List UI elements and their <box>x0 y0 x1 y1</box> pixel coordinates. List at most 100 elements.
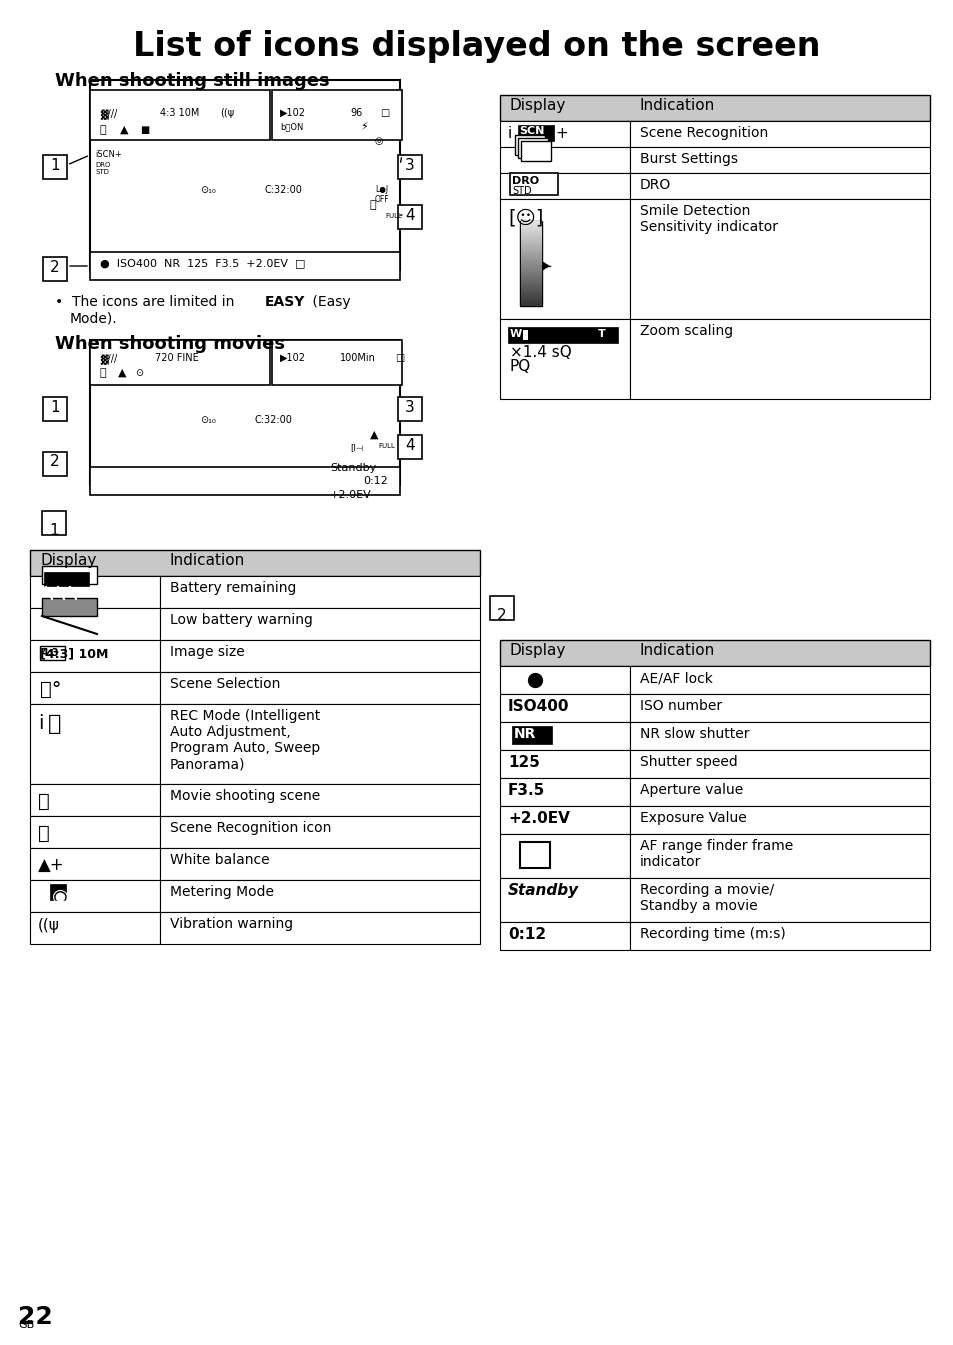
Text: Vibration warning: Vibration warning <box>170 917 293 931</box>
Bar <box>629 174 929 199</box>
Bar <box>30 847 160 880</box>
Text: PQ: PQ <box>510 359 531 374</box>
Text: ▓///: ▓/// <box>100 108 117 118</box>
Text: ⊙: ⊙ <box>135 369 143 378</box>
Bar <box>499 95 929 121</box>
Bar <box>629 777 929 806</box>
Bar <box>522 330 527 340</box>
Bar <box>272 90 401 140</box>
Text: Zoom scaling: Zoom scaling <box>639 324 732 338</box>
Bar <box>629 751 929 777</box>
Text: List of icons displayed on the screen: List of icons displayed on the screen <box>133 30 820 63</box>
Text: ◉: ◉ <box>52 886 69 907</box>
Text: ▓///: ▓/// <box>100 352 117 364</box>
Text: Scene Selection: Scene Selection <box>170 677 280 691</box>
Bar <box>30 880 160 912</box>
Bar <box>499 121 629 147</box>
Text: 96: 96 <box>350 108 362 118</box>
Bar <box>30 640 160 672</box>
Text: 4: 4 <box>405 207 415 222</box>
Text: +: + <box>555 126 567 141</box>
Text: Standby: Standby <box>507 884 578 898</box>
Bar <box>499 174 629 199</box>
Text: Exposure Value: Exposure Value <box>639 811 746 824</box>
Text: 1: 1 <box>51 157 60 172</box>
Text: Battery remaining: Battery remaining <box>170 581 296 594</box>
Text: EASY: EASY <box>265 295 305 309</box>
Text: When shooting still images: When shooting still images <box>55 73 330 90</box>
Bar <box>629 121 929 147</box>
Bar <box>90 252 399 280</box>
Bar <box>30 672 160 703</box>
Text: 3: 3 <box>405 157 415 172</box>
Text: ▲: ▲ <box>118 369 127 378</box>
Text: AF range finder frame
indicator: AF range finder frame indicator <box>639 839 792 869</box>
Text: [☺]: [☺] <box>507 208 543 229</box>
Text: b⃣ON: b⃣ON <box>280 122 303 130</box>
Bar <box>43 452 67 476</box>
Text: Movie shooting scene: Movie shooting scene <box>170 790 320 803</box>
Text: 125: 125 <box>507 755 539 769</box>
Text: 👤: 👤 <box>38 824 50 843</box>
Bar <box>507 327 618 343</box>
Text: FULL: FULL <box>385 213 401 219</box>
Bar <box>499 147 629 174</box>
Bar <box>90 79 399 270</box>
Text: Indication: Indication <box>170 553 245 568</box>
Text: Display: Display <box>40 553 96 568</box>
Text: Low battery warning: Low battery warning <box>170 613 313 627</box>
Text: Scene Recognition icon: Scene Recognition icon <box>170 820 331 835</box>
Bar <box>40 646 65 660</box>
Text: REC Mode (Intelligent
Auto Adjustment,
Program Auto, Sweep
Panorama): REC Mode (Intelligent Auto Adjustment, P… <box>170 709 320 772</box>
Bar <box>397 155 421 179</box>
Text: ⚡: ⚡ <box>359 122 367 132</box>
Text: Scene Recognition: Scene Recognition <box>639 126 767 140</box>
Bar <box>30 784 160 816</box>
Text: ((ψ: ((ψ <box>220 108 233 118</box>
Bar <box>629 806 929 834</box>
Bar <box>510 174 558 195</box>
Bar <box>30 608 160 640</box>
Bar <box>629 694 929 722</box>
Text: iSCN+: iSCN+ <box>95 151 122 159</box>
Bar <box>43 397 67 421</box>
Bar <box>50 884 66 900</box>
Bar <box>515 134 544 155</box>
Bar <box>30 703 160 784</box>
Text: Standby: Standby <box>330 463 375 473</box>
Text: (Easy: (Easy <box>308 295 351 309</box>
Text: 2: 2 <box>51 455 60 469</box>
Bar <box>90 90 270 140</box>
Bar <box>629 199 929 319</box>
Text: 4: 4 <box>405 437 415 452</box>
Bar <box>90 467 399 495</box>
Text: Indication: Indication <box>639 643 715 658</box>
Bar <box>30 912 160 944</box>
Text: FULL: FULL <box>377 443 395 449</box>
Bar <box>499 722 629 751</box>
Bar <box>629 878 929 923</box>
Bar <box>499 199 629 319</box>
Bar <box>160 640 479 672</box>
Text: 100Min: 100Min <box>339 352 375 363</box>
Bar <box>519 221 541 307</box>
Text: 3: 3 <box>405 399 415 414</box>
Text: □: □ <box>379 108 389 118</box>
Text: F3.5: F3.5 <box>507 783 545 798</box>
Text: Smile Detection
Sensitivity indicator: Smile Detection Sensitivity indicator <box>639 204 778 234</box>
Bar <box>499 319 629 399</box>
Bar <box>30 576 160 608</box>
Bar <box>629 319 929 399</box>
Text: ISO number: ISO number <box>639 699 721 713</box>
Text: Indication: Indication <box>639 98 715 113</box>
Text: ⊙₁₀: ⊙₁₀ <box>200 186 215 195</box>
Bar <box>629 722 929 751</box>
Text: C:32:00: C:32:00 <box>265 186 302 195</box>
Bar <box>629 923 929 950</box>
Bar <box>160 784 479 816</box>
Text: White balance: White balance <box>170 853 270 868</box>
Text: 👤: 👤 <box>100 125 107 134</box>
Bar <box>520 141 551 161</box>
Text: 1: 1 <box>51 399 60 414</box>
Text: NR slow shutter: NR slow shutter <box>639 728 749 741</box>
